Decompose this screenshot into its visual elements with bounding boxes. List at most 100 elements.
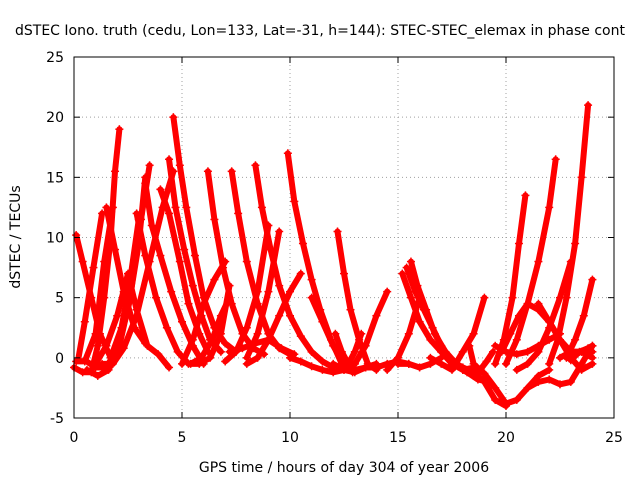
- x-tick-label: 10: [281, 430, 299, 446]
- data-point: [566, 356, 575, 365]
- data-point: [74, 355, 83, 364]
- data-point: [286, 287, 294, 296]
- series-trail: [243, 270, 304, 367]
- series-trail: [351, 288, 391, 367]
- data-point: [577, 173, 586, 182]
- data-point: [340, 365, 348, 374]
- data-series: [251, 161, 338, 372]
- series-trail: [567, 345, 596, 364]
- data-point: [361, 363, 370, 372]
- data-point: [534, 377, 543, 386]
- data-point: [469, 363, 478, 372]
- data-point: [502, 399, 510, 408]
- data-point: [89, 263, 98, 272]
- data-point: [534, 347, 543, 356]
- data-point: [124, 269, 132, 278]
- data-point: [275, 281, 284, 290]
- data-point: [253, 353, 262, 362]
- data-point: [208, 335, 217, 344]
- data-point: [80, 356, 89, 365]
- data-series: [102, 203, 150, 348]
- data-series: [242, 269, 305, 368]
- data-point: [448, 357, 456, 366]
- x-tick-label: 5: [178, 430, 187, 446]
- data-point: [491, 359, 500, 368]
- data-point: [545, 203, 554, 212]
- data-point: [253, 329, 262, 338]
- data-point: [286, 353, 294, 362]
- data-point: [383, 287, 392, 296]
- data-series: [156, 185, 212, 356]
- data-point: [579, 311, 588, 320]
- data-point: [577, 359, 586, 368]
- data-point: [132, 209, 141, 218]
- data-point: [307, 362, 316, 371]
- data-point: [521, 191, 530, 200]
- data-series: [283, 149, 357, 377]
- data-point: [111, 167, 120, 176]
- data-point: [383, 365, 392, 374]
- data-point: [102, 203, 111, 212]
- data-point: [78, 257, 87, 266]
- data-point: [203, 167, 212, 176]
- data-point: [242, 359, 251, 368]
- data-series: [491, 191, 530, 368]
- data-point: [588, 275, 597, 284]
- data-point: [545, 375, 554, 384]
- data-point: [318, 365, 327, 374]
- data-point: [551, 155, 560, 164]
- data-point: [307, 347, 316, 356]
- data-point: [152, 293, 161, 302]
- x-tick-label: 20: [497, 430, 515, 446]
- data-point: [350, 368, 359, 377]
- data-series: [74, 209, 107, 364]
- data-point: [190, 251, 199, 260]
- y-tick-label: -5: [50, 411, 64, 427]
- data-layer: [70, 101, 597, 410]
- data-point: [545, 317, 554, 326]
- data-point: [394, 353, 402, 362]
- data-point: [512, 335, 521, 344]
- data-point: [275, 311, 284, 320]
- data-point: [197, 353, 206, 362]
- data-point: [130, 323, 139, 332]
- data-point: [210, 215, 219, 224]
- data-point: [286, 311, 294, 320]
- data-point: [553, 335, 562, 344]
- data-point: [199, 359, 208, 368]
- data-point: [329, 368, 338, 377]
- data-point: [165, 155, 174, 164]
- tick-layer: 0 5 10 15 20 25 -5 0 5 10 15 20 25: [46, 50, 623, 446]
- data-point: [415, 317, 424, 326]
- data-point: [413, 281, 422, 290]
- data-point: [506, 329, 515, 338]
- data-point: [186, 359, 195, 368]
- data-series: [178, 257, 230, 368]
- data-point: [165, 363, 174, 372]
- data-point: [154, 350, 163, 359]
- data-point: [480, 293, 489, 302]
- data-point: [329, 341, 338, 350]
- data-point: [290, 197, 299, 206]
- data-point: [329, 359, 338, 368]
- data-point: [523, 299, 532, 308]
- data-point: [232, 347, 240, 356]
- data-point: [221, 357, 230, 366]
- data-point: [115, 125, 124, 134]
- data-point: [458, 365, 467, 374]
- data-point: [318, 357, 327, 366]
- data-point: [253, 287, 262, 296]
- data-point: [426, 335, 435, 344]
- data-point: [264, 287, 273, 296]
- data-point: [219, 263, 228, 272]
- data-point: [562, 293, 571, 302]
- data-point: [404, 329, 413, 338]
- data-point: [188, 335, 197, 344]
- data-point: [188, 281, 197, 290]
- data-point: [141, 179, 150, 188]
- chart-title: dSTEC Iono. truth (cedu, Lon=133, Lat=-3…: [15, 23, 625, 39]
- data-point: [102, 341, 111, 350]
- data-point: [337, 347, 346, 356]
- data-point: [491, 395, 500, 404]
- data-point: [283, 149, 292, 158]
